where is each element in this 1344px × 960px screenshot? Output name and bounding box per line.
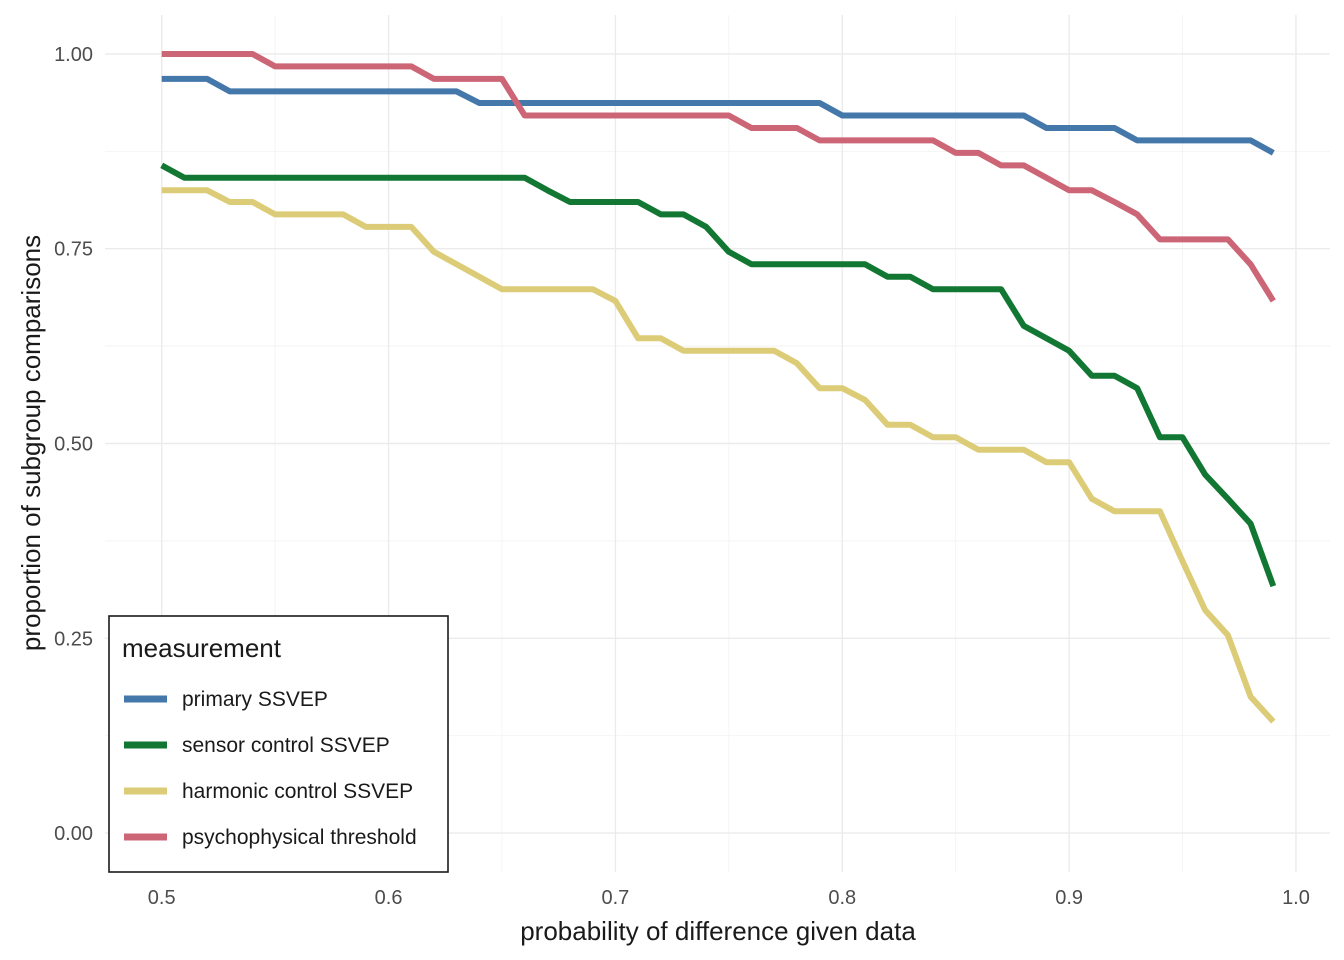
y-tick-label: 1.00 — [54, 44, 93, 66]
series-lines — [160, 51, 1277, 724]
legend-title: measurement — [122, 633, 282, 663]
legend-label: psychophysical threshold — [182, 826, 417, 849]
axis-ticks: 0.5 0.6 0.7 0.8 0.9 1.0 0.00 0.25 0.50 0.75 1.00 — [54, 44, 1310, 909]
series-line-psychophysical-threshold — [161, 51, 1276, 303]
y-tick-label: 0.50 — [54, 434, 93, 456]
legend-label: sensor control SSVEP — [182, 734, 390, 757]
x-tick-label: 0.9 — [1055, 887, 1083, 909]
series-line-harmonic-control-ssvep — [161, 187, 1276, 724]
legend: measurement primary SSVEP sensor control … — [108, 615, 449, 873]
y-axis-title: proportion of subgroup comparisons — [16, 235, 46, 651]
y-tick-label: 0.00 — [54, 823, 93, 845]
series-line-sensor-control-ssvep — [160, 162, 1277, 588]
y-tick-label: 0.25 — [54, 628, 93, 650]
series-line-primary-ssvep — [161, 75, 1275, 156]
x-tick-label: 1.0 — [1282, 887, 1310, 909]
y-tick-label: 0.75 — [54, 239, 93, 261]
x-axis-title: probability of difference given data — [520, 916, 916, 946]
x-tick-label: 0.5 — [148, 887, 176, 909]
legend-entries: primary SSVEP sensor control SSVEP harmoni… — [124, 688, 417, 849]
legend-label: primary SSVEP — [182, 688, 328, 711]
x-tick-label: 0.7 — [602, 887, 630, 909]
x-tick-label: 0.6 — [375, 887, 403, 909]
legend-label: harmonic control SSVEP — [182, 780, 413, 803]
x-tick-label: 0.8 — [828, 887, 856, 909]
